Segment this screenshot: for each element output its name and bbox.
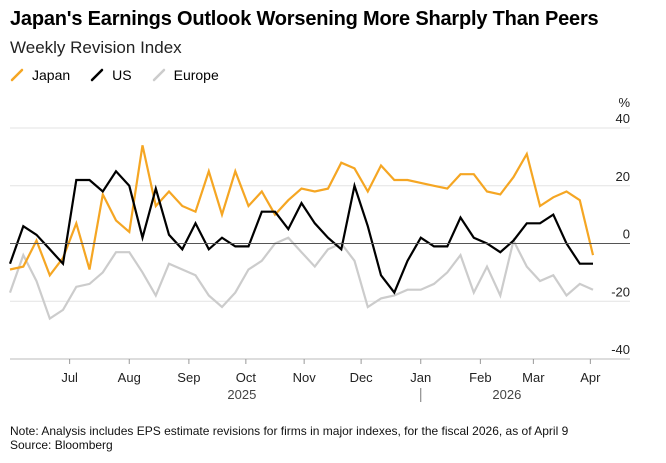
x-tick-label-aug: Aug [118, 370, 141, 385]
legend-label-us: US [112, 67, 132, 83]
x-tick-label-feb: Feb [469, 370, 491, 385]
year-label-2025: 2025 [227, 387, 256, 402]
y-unit-label: % [618, 95, 630, 110]
legend-swatch-us [90, 68, 104, 82]
series-line-us [8, 169, 593, 295]
x-tick-label-jul: Jul [61, 370, 78, 385]
y-tick-label: -40 [611, 342, 630, 357]
x-tick-label-apr: Apr [580, 370, 601, 385]
chart-note: Note: Analysis includes EPS estimate rev… [10, 424, 569, 438]
y-tick-label: 20 [616, 169, 630, 184]
x-tick-label-sep: Sep [177, 370, 200, 385]
year-label-2026: 2026 [492, 387, 521, 402]
x-tick-label-nov: Nov [293, 370, 317, 385]
x-tick-label-jan: Jan [410, 370, 431, 385]
legend-item-europe: Europe [152, 67, 219, 83]
legend-swatch-europe [152, 68, 165, 82]
legend: Japan US Europe [10, 67, 239, 83]
x-tick-label-oct: Oct [236, 370, 257, 385]
legend-label-europe: Europe [173, 67, 219, 83]
y-tick-label: -20 [611, 284, 630, 299]
y-tick-label: 40 [616, 111, 630, 126]
chart-title: Japan's Earnings Outlook Worsening More … [10, 8, 599, 30]
legend-label-japan: Japan [32, 67, 71, 83]
y-tick-label: 0 [623, 227, 630, 242]
legend-item-us: US [90, 67, 132, 83]
x-tick-label-mar: Mar [522, 370, 545, 385]
x-tick-label-dec: Dec [350, 370, 374, 385]
series-line-japan [9, 145, 595, 278]
series-line-europe [8, 236, 594, 321]
chart-source: Source: Bloomberg [10, 438, 113, 452]
legend-swatch-japan [10, 68, 24, 82]
chart-subtitle: Weekly Revision Index [10, 38, 182, 57]
legend-item-japan: Japan [10, 67, 70, 83]
